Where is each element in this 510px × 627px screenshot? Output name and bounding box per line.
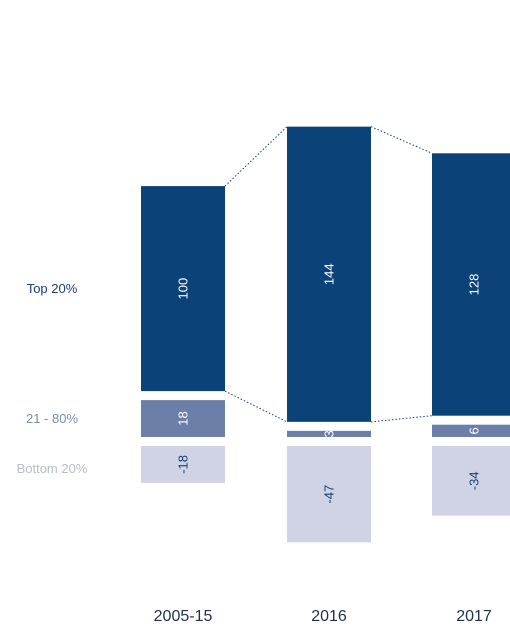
- connector-line-2-bottom: [371, 416, 432, 422]
- bar-label-bottom-20-2016: -47: [322, 485, 337, 504]
- bar-label-top-20-2016: 144: [322, 263, 337, 285]
- bar-label-21-80-2016: 3: [322, 430, 337, 437]
- series-label-top-20: Top 20%: [27, 281, 78, 296]
- connector-line-1-bottom: [225, 391, 287, 422]
- bar-label-bottom-20-2005-15: -18: [176, 455, 191, 474]
- bar-label-21-80-2017: 6: [467, 427, 482, 434]
- category-label-2017: 2017: [456, 608, 492, 625]
- category-label-2016: 2016: [311, 608, 347, 625]
- category-label-2005-15: 2005-15: [154, 608, 213, 625]
- connector-line-2-top: [371, 127, 432, 154]
- connector-line-1-top: [225, 127, 287, 186]
- series-label-21-80: 21 - 80%: [26, 411, 78, 426]
- bar-group: [141, 127, 510, 543]
- series-row-labels: Top 20% 21 - 80% Bottom 20%: [17, 281, 88, 476]
- bar-label-21-80-2005-15: 18: [176, 411, 191, 425]
- bar-label-top-20-2005-15: 100: [176, 278, 191, 300]
- bar-label-bottom-20-2017: -34: [467, 471, 482, 490]
- series-label-bottom-20: Bottom 20%: [17, 461, 88, 476]
- bar-label-top-20-2017: 128: [467, 274, 482, 296]
- category-axis-labels: 2005-15 2016 2017: [154, 608, 492, 625]
